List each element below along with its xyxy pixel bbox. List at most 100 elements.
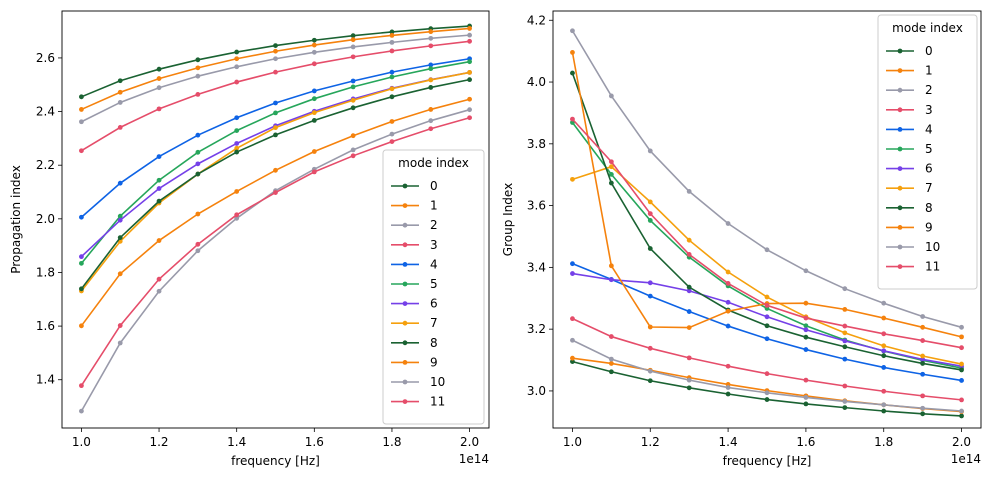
data-point [467, 115, 472, 121]
data-point [79, 214, 84, 220]
data-point [117, 124, 123, 130]
data-point [686, 252, 692, 257]
y-tick-label: 3.4 [527, 260, 546, 274]
data-point [608, 369, 614, 375]
series-2 [79, 32, 472, 125]
data-point [764, 336, 770, 342]
legend-label-4: 4 [925, 122, 933, 136]
legend-label-2: 2 [430, 218, 438, 232]
data-point [311, 169, 317, 175]
legend-marker-7 [402, 320, 408, 326]
legend: mode index 0 1 2 3 4 5 6 7 8 9 10 11 [382, 149, 485, 425]
data-point [881, 300, 887, 306]
data-point [389, 48, 395, 54]
y-tick-label: 3.6 [527, 199, 546, 213]
data-point [764, 397, 770, 402]
y-axis-label: Group Index [501, 183, 515, 256]
data-point [311, 118, 317, 123]
data-point [350, 44, 356, 50]
legend-label-0: 0 [430, 179, 438, 193]
data-point [117, 213, 123, 219]
data-point [842, 405, 848, 411]
data-point [803, 268, 809, 274]
data-point [117, 271, 123, 277]
data-point [311, 149, 317, 154]
data-point [842, 344, 848, 350]
x-tick-label: 1.0 [72, 435, 91, 449]
data-point [803, 401, 809, 407]
x-tick-label: 1.0 [563, 435, 582, 449]
data-point [764, 247, 770, 253]
data-point [234, 149, 240, 155]
data-point [156, 106, 162, 112]
data-point [195, 149, 201, 155]
data-point [467, 38, 472, 44]
series-7 [570, 164, 964, 367]
x-tick-label: 1.2 [641, 435, 660, 449]
legend-marker-6 [402, 301, 408, 306]
x-offset-text: 1e14 [459, 452, 489, 466]
legend-label-9: 9 [430, 355, 438, 369]
series-11 [79, 115, 472, 389]
data-point [79, 323, 84, 329]
legend-label-3: 3 [430, 238, 438, 252]
legend-marker-0 [402, 183, 408, 189]
data-point [570, 70, 575, 76]
legend-marker-6 [897, 166, 903, 172]
legend-marker-10 [897, 244, 903, 250]
data-point [350, 105, 356, 111]
series-5 [79, 59, 472, 266]
data-point [959, 378, 964, 383]
data-point [725, 308, 731, 314]
data-point [350, 37, 356, 43]
legend-label-5: 5 [430, 277, 438, 291]
data-point [920, 353, 926, 359]
data-point [725, 385, 731, 390]
legend-marker-2 [402, 222, 408, 228]
series-3 [79, 38, 472, 154]
data-point [959, 345, 964, 351]
data-point [686, 288, 692, 294]
data-point [764, 314, 770, 320]
data-point [234, 56, 240, 62]
data-point [79, 119, 84, 125]
data-point [467, 96, 472, 102]
data-point [311, 42, 317, 48]
data-point [273, 132, 278, 138]
legend-label-9: 9 [925, 220, 933, 234]
data-point [311, 110, 317, 116]
data-point [725, 281, 731, 286]
data-point [608, 334, 614, 339]
data-point [234, 128, 240, 134]
data-point [156, 85, 162, 91]
legend-label-1: 1 [925, 64, 933, 78]
data-point [195, 161, 201, 167]
series-7 [79, 70, 472, 294]
data-point [647, 293, 653, 299]
data-point [389, 119, 395, 124]
data-point [881, 353, 887, 359]
legend-label-7: 7 [430, 316, 438, 330]
data-point [156, 238, 162, 243]
data-point [570, 271, 575, 276]
data-point [156, 276, 162, 282]
data-point [647, 345, 653, 351]
data-point [234, 212, 240, 218]
data-point [803, 315, 809, 321]
data-point [920, 405, 926, 411]
legend-marker-11 [402, 399, 408, 404]
data-point [764, 294, 770, 300]
legend-label-2: 2 [925, 83, 933, 97]
data-point [350, 33, 356, 39]
data-point [647, 324, 653, 330]
data-point [725, 299, 731, 305]
data-point [467, 77, 472, 83]
legend-marker-3 [402, 242, 408, 248]
data-point [311, 37, 317, 43]
legend-marker-3 [897, 107, 903, 113]
series-0 [570, 359, 964, 419]
data-point [117, 323, 123, 328]
data-point [389, 33, 395, 38]
legend-label-3: 3 [925, 103, 933, 117]
data-point [959, 413, 964, 419]
